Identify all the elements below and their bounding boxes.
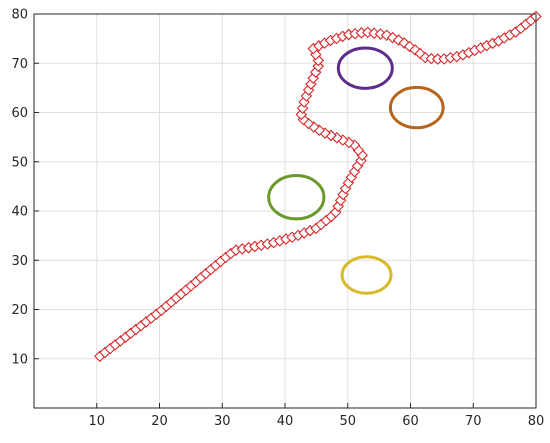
x-tick-label: 80: [528, 414, 545, 429]
x-axis-ticks: 10 20 30 40 50 60 70 80: [88, 403, 544, 429]
y-tick-label: 70: [11, 57, 28, 72]
ellipse-yellow: [340, 255, 393, 295]
y-tick-label: 10: [11, 352, 28, 367]
x-tick-label: 40: [277, 414, 294, 429]
y-tick-label: 20: [11, 303, 28, 318]
y-tick-label: 30: [11, 254, 28, 269]
y-tick-label: 50: [11, 155, 28, 170]
ellipse-green: [267, 174, 326, 221]
ellipse-brown: [388, 85, 445, 130]
trajectory-markers: [94, 10, 542, 363]
x-tick-label: 10: [88, 414, 105, 429]
y-tick-label: 80: [11, 8, 28, 23]
x-tick-label: 30: [214, 414, 231, 429]
y-axis-ticks: 10 20 30 40 50 60 70 80: [11, 8, 39, 367]
x-tick-label: 70: [465, 414, 482, 429]
ellipse-purple: [336, 46, 394, 90]
x-tick-label: 20: [151, 414, 168, 429]
x-tick-label: 50: [339, 414, 356, 429]
trajectory-marker: [312, 60, 324, 73]
obstacle-ellipses: [267, 46, 445, 295]
x-tick-label: 60: [402, 414, 419, 429]
y-tick-label: 40: [11, 205, 28, 220]
y-tick-label: 60: [11, 106, 28, 121]
